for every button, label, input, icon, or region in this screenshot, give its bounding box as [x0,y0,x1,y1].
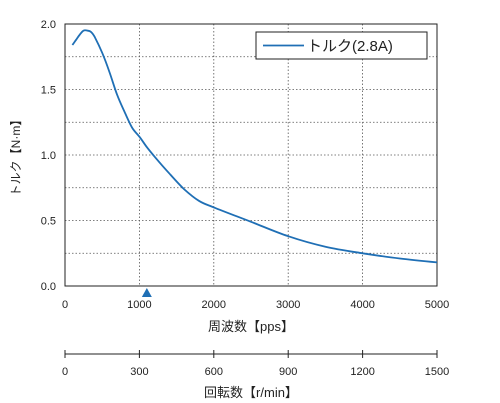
secondary-axis-tick-label: 1500 [425,366,449,378]
secondary-axis-ticks: 0 300 600 900 1200 1500 [62,350,449,378]
legend-label: トルク(2.8A) [307,38,393,55]
x-tick-label: 3000 [276,299,300,311]
y-axis-label: トルク【N·m】 [9,114,23,197]
y-tick-label: 0.5 [41,216,56,228]
secondary-axis-tick-label: 900 [279,366,297,378]
y-tick-label: 1.5 [41,85,56,97]
y-tick-label: 2.0 [41,19,56,31]
secondary-axis-label: 回転数【r/min】 [204,385,298,400]
secondary-axis-tick-label: 300 [130,366,148,378]
secondary-axis-tick-label: 600 [205,366,223,378]
plot-frame [64,23,438,287]
x-axis-ticks: 0 1000 2000 3000 4000 5000 [62,299,449,311]
x-tick-label: 2000 [202,299,226,311]
y-tick-label: 1.0 [41,150,56,162]
x-tick-label: 1000 [127,299,151,311]
x-tick-label: 0 [62,299,68,311]
series-points [71,29,439,264]
series-line-torque [71,29,438,264]
legend: トルク(2.8A) [255,31,428,60]
grid-lines [65,24,437,286]
secondary-axis-tick-label: 0 [62,366,68,378]
secondary-axis-tick-label: 1200 [350,366,374,378]
secondary-axis: 0 300 600 900 1200 1500 [62,350,449,378]
x-tick-label: 5000 [425,299,449,311]
y-axis-ticks: 0.0 0.5 1.0 1.5 2.0 [41,19,56,293]
x-axis-label: 周波数【pps】 [208,319,294,334]
x-tick-label: 4000 [350,299,374,311]
frequency-marker-triangle [141,288,152,297]
y-tick-label: 0.0 [41,281,56,293]
